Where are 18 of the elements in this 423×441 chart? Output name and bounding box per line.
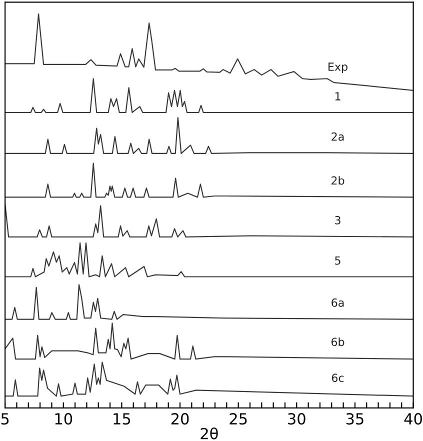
series-label: 2b: [332, 176, 344, 185]
series-label: 2a: [332, 132, 344, 141]
x-tick-label: 10: [55, 413, 72, 425]
x-axis-title: 2θ: [200, 427, 218, 440]
x-tick-label: 25: [230, 413, 247, 425]
series-label: 6a: [332, 298, 344, 307]
series-label: Exp: [328, 62, 348, 74]
series-label: 1: [335, 92, 340, 100]
x-tick-label: 20: [171, 413, 189, 425]
series-label: 5: [335, 256, 340, 265]
x-tick-label: 35: [346, 413, 364, 425]
series-label: 6c: [332, 374, 344, 382]
x-tick-label: 5: [1, 413, 9, 425]
series-label: 3: [335, 216, 340, 224]
series-label: 6b: [331, 338, 344, 346]
x-tick-label: 40: [404, 413, 422, 425]
x-tick-label: 30: [288, 413, 306, 425]
x-tick-label: 15: [114, 413, 130, 425]
